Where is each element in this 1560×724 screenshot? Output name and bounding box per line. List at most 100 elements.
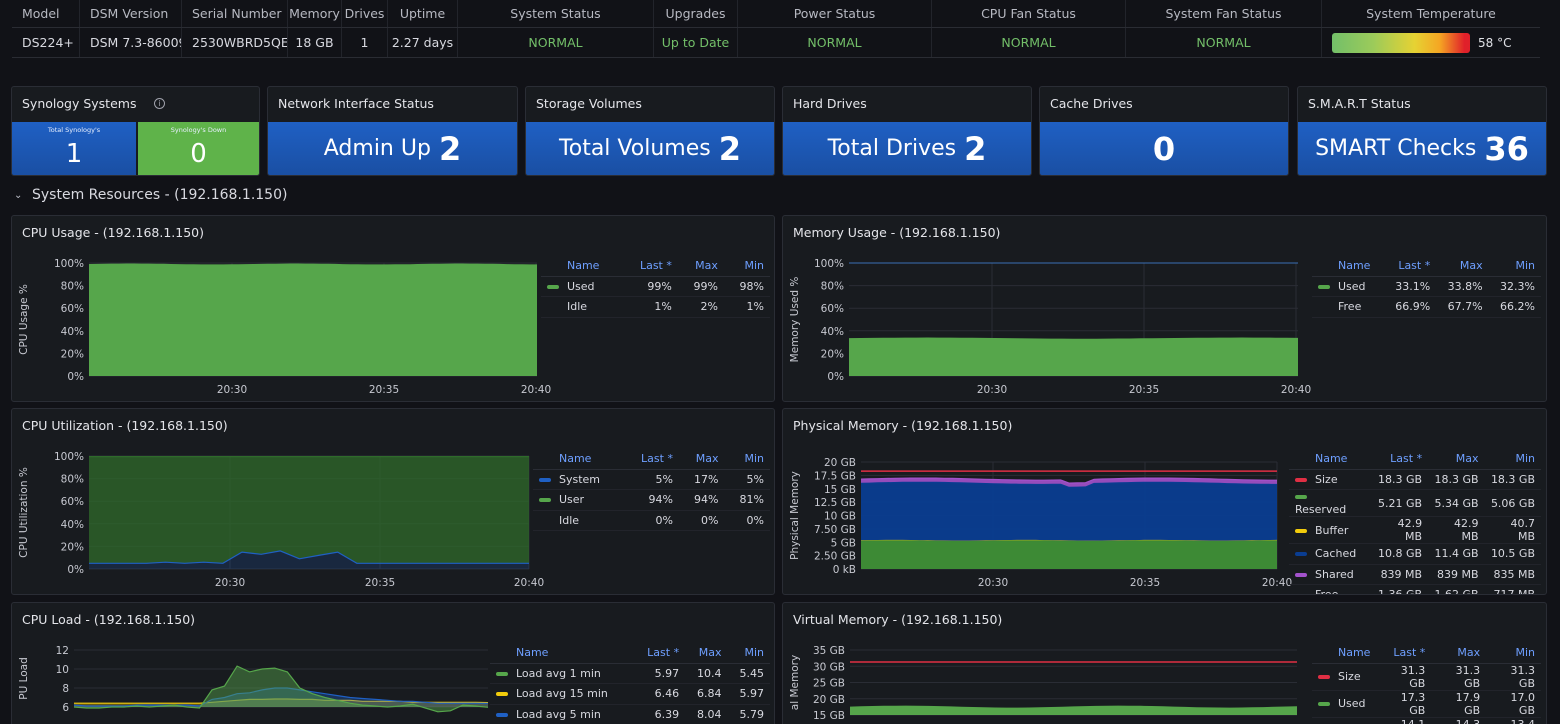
legend-row[interactable]: Cached 10.8 GB 11.4 GB 10.5 GB <box>1289 543 1541 565</box>
legend-col-header[interactable]: Name <box>1312 643 1377 664</box>
info-icon[interactable]: i <box>154 98 165 109</box>
table-row: DS224+ DSM 7.3-86009 2530WBRD5QEW 18 GB … <box>12 28 1540 58</box>
y-tick-label: 60% <box>61 496 84 508</box>
legend-row[interactable]: System 5% 17% 5% <box>533 469 770 490</box>
col-header-serial[interactable]: Serial Number <box>182 0 288 27</box>
legend-col-header[interactable]: Max <box>1428 449 1485 470</box>
panel-title[interactable]: Virtual Memory - (192.168.1.150) <box>793 612 1003 627</box>
legend-row[interactable]: Used 99% 99% 98% <box>541 276 770 297</box>
col-header-temperature[interactable]: System Temperature <box>1366 6 1496 21</box>
col-header-dsm-version[interactable]: DSM Version <box>80 0 182 27</box>
series-name: Idle <box>567 300 588 314</box>
col-header-uptime[interactable]: Uptime <box>388 0 458 27</box>
stat-body: SMART Checks 36 <box>1298 122 1546 175</box>
col-header-upgrades[interactable]: Upgrades <box>654 0 738 27</box>
panel-title[interactable]: Cache Drives <box>1050 96 1133 111</box>
network-interface-panel: Network Interface Status Admin Up 2 <box>267 86 518 176</box>
cell-upgrades: Up to Date <box>654 28 738 57</box>
legend-col-header[interactable]: Last * <box>1376 643 1432 664</box>
synology-down-stat: Synology's Down 0 <box>138 122 259 175</box>
panel-title[interactable]: Network Interface Status <box>278 96 434 111</box>
legend-col-header[interactable]: Name <box>490 643 635 664</box>
legend-row[interactable]: Idle 1% 2% 1% <box>541 296 770 318</box>
legend-col-header[interactable]: Name <box>1312 256 1384 277</box>
panel-title[interactable]: Synology Systems <box>22 96 137 111</box>
legend-col-header[interactable]: Last * <box>1371 449 1429 470</box>
legend-cell-last: 99% <box>622 276 678 297</box>
legend-row[interactable]: Reserved 5.21 GB 5.34 GB 5.06 GB <box>1289 489 1541 517</box>
chevron-down-icon[interactable]: ⌄ <box>14 189 23 201</box>
col-header-model[interactable]: Model <box>12 0 80 27</box>
legend-row[interactable]: User 94% 94% 81% <box>533 489 770 511</box>
col-header-memory[interactable]: Memory <box>288 0 342 27</box>
panel-title[interactable]: CPU Utilization - (192.168.1.150) <box>22 418 228 433</box>
legend-col-header[interactable]: Last * <box>622 256 678 277</box>
legend-col-header[interactable]: Name <box>541 256 623 277</box>
series-color-swatch <box>547 284 559 289</box>
panel-title[interactable]: Storage Volumes <box>536 96 642 111</box>
legend-cell-name: Used <box>1312 276 1384 297</box>
legend-col-header[interactable]: Last * <box>1383 256 1437 277</box>
legend-cell-last: 0% <box>624 510 679 531</box>
legend-table: Name Last * Max Min Load avg 1 min 5.97 10.4 5.… <box>490 643 770 724</box>
legend-row[interactable]: Size 31.3 GB 31.3 GB 31.3 GB <box>1312 663 1541 691</box>
legend-row[interactable]: Used 33.1% 33.8% 32.3% <box>1312 276 1541 297</box>
legend-cell-min: 5.45 <box>727 663 770 684</box>
cell-power-status: NORMAL <box>738 28 932 57</box>
y-axis-label: PU Load <box>18 657 30 700</box>
legend-cell-max: 6.84 <box>685 683 728 705</box>
synology-systems-panel: Synology Systems i Total Synology's 1 Sy… <box>11 86 260 176</box>
legend-col-header[interactable]: Min <box>724 449 770 470</box>
legend-row[interactable]: Shared 839 MB 839 MB 835 MB <box>1289 564 1541 585</box>
y-tick-label: 40% <box>61 326 84 338</box>
col-header-system-fan[interactable]: System Fan Status <box>1126 0 1322 27</box>
legend-row[interactable]: Idle 0% 0% 0% <box>533 510 770 531</box>
legend-row[interactable]: Free 66.9% 67.7% 66.2% <box>1312 296 1541 318</box>
stat-label: Admin Up <box>323 136 431 161</box>
legend-col-header[interactable]: Name <box>1289 449 1372 470</box>
legend-cell-min: 5.97 <box>727 683 770 705</box>
panel-title[interactable]: CPU Usage - (192.168.1.150) <box>22 225 204 240</box>
legend-col-header[interactable]: Max <box>1436 256 1489 277</box>
col-header-power-status[interactable]: Power Status <box>738 0 932 27</box>
col-header-system-status[interactable]: System Status <box>458 0 654 27</box>
legend-row[interactable]: Buffer 42.9 MB 42.9 MB 40.7 MB <box>1289 516 1541 544</box>
legend-grid: Name Last * Max Min Load avg 1 min 5.97 10.4 5.… <box>490 643 770 724</box>
col-header-cpu-fan[interactable]: CPU Fan Status <box>932 0 1126 27</box>
legend-col-header[interactable]: Max <box>685 643 728 664</box>
panel-title[interactable]: S.M.A.R.T Status <box>1308 96 1411 111</box>
series-color-swatch <box>1318 305 1330 309</box>
legend-col-header[interactable]: Max <box>677 256 724 277</box>
legend-col-header[interactable]: Max <box>678 449 725 470</box>
legend-col-header[interactable]: Min <box>727 643 770 664</box>
legend-col-header[interactable]: Name <box>533 449 625 470</box>
legend-cell-min: 13.4 GB <box>1486 717 1541 724</box>
legend-row[interactable]: Free 1.36 GB 1.62 GB 717 MB <box>1289 584 1541 594</box>
legend-row[interactable]: Load avg 5 min 6.39 8.04 5.79 <box>490 704 770 724</box>
legend-row[interactable]: Load avg 1 min 5.97 10.4 5.45 <box>490 663 770 684</box>
system-resources-row-header[interactable]: ⌄ System Resources - (192.168.1.150) <box>14 187 287 203</box>
stat-value: 36 <box>1484 129 1529 168</box>
panel-title[interactable]: Hard Drives <box>793 96 867 111</box>
y-tick-label: 20 GB <box>813 694 845 706</box>
y-tick-label: 80% <box>821 281 844 293</box>
legend-col-header[interactable]: Max <box>1431 643 1487 664</box>
legend-col-header[interactable]: Min <box>1486 643 1541 664</box>
legend-row[interactable]: Size 18.3 GB 18.3 GB 18.3 GB <box>1289 469 1541 490</box>
legend-table: Name Last * Max Min Size 18.3 GB 18.3 GB 18.3 G… <box>1289 449 1541 594</box>
load1-area-line <box>73 665 489 713</box>
legend-col-header[interactable]: Last * <box>624 449 679 470</box>
legend-col-header[interactable]: Last * <box>634 643 686 664</box>
legend-col-header[interactable]: Min <box>723 256 770 277</box>
legend-col-header[interactable]: Min <box>1488 256 1541 277</box>
panel-title[interactable]: Physical Memory - (192.168.1.150) <box>793 418 1013 433</box>
legend-col-header[interactable]: Min <box>1484 449 1541 470</box>
total-synology-stat: Total Synology's 1 <box>12 122 136 175</box>
legend-row[interactable]: Load avg 15 min 6.46 6.84 5.97 <box>490 683 770 705</box>
col-header-drives[interactable]: Drives <box>342 0 388 27</box>
stat-value: 2 <box>438 129 462 168</box>
legend-row[interactable]: Used 17.3 GB 17.9 GB 17.0 GB <box>1312 690 1541 718</box>
panel-title[interactable]: Memory Usage - (192.168.1.150) <box>793 225 1001 240</box>
panel-title[interactable]: CPU Load - (192.168.1.150) <box>22 612 196 627</box>
